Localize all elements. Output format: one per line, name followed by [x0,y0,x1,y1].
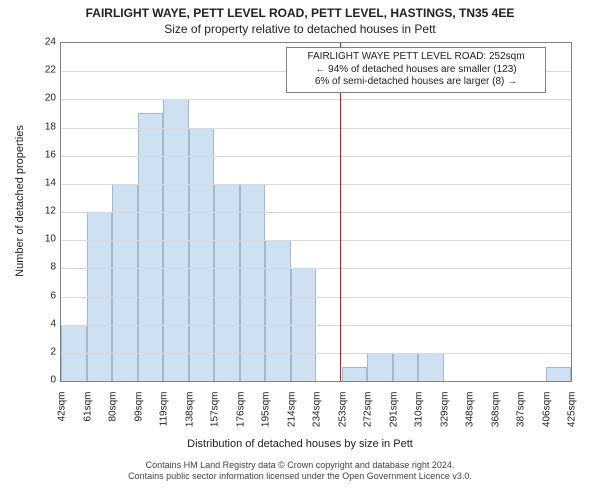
x-tick-label: 99sqm [133,392,144,444]
histogram-bar [265,240,291,381]
x-tick-label: 310sqm [414,392,425,444]
y-tick-label: 18 [28,121,56,132]
x-tick-label: 214sqm [286,392,297,444]
x-axis-label: Distribution of detached houses by size … [0,438,600,450]
y-tick-label: 22 [28,65,56,76]
annotation-line3: 6% of semi-detached houses are larger (8… [292,76,540,89]
x-tick-label: 195sqm [261,392,272,444]
gridline [61,268,571,269]
footer-line1: Contains HM Land Registry data © Crown c… [0,460,600,471]
x-tick-label: 406sqm [541,392,552,444]
histogram-bar [214,184,240,381]
plot-area: FAIRLIGHT WAYE PETT LEVEL ROAD: 252sqm ←… [60,42,572,382]
y-tick-label: 10 [28,234,56,245]
annotation-line1: FAIRLIGHT WAYE PETT LEVEL ROAD: 252sqm [292,51,540,64]
x-tick-label: 42sqm [57,392,68,444]
gridline [61,128,571,129]
x-tick-label: 348sqm [465,392,476,444]
y-tick-label: 14 [28,177,56,188]
chart-subtitle: Size of property relative to detached ho… [0,22,600,36]
gridline [61,212,571,213]
y-tick-label: 6 [28,290,56,301]
y-tick-label: 0 [28,375,56,386]
histogram-bar [546,367,572,381]
gridline [61,353,571,354]
y-tick-label: 20 [28,93,56,104]
x-tick-label: 291sqm [388,392,399,444]
histogram-bar [240,184,266,381]
histogram-bar [138,113,164,381]
x-tick-label: 234sqm [312,392,323,444]
footer-line2: Contains public sector information licen… [0,471,600,482]
y-tick-label: 8 [28,262,56,273]
annotation-box: FAIRLIGHT WAYE PETT LEVEL ROAD: 252sqm ←… [286,47,546,93]
histogram-bar [189,128,215,382]
gridline [61,240,571,241]
x-tick-label: 387sqm [516,392,527,444]
x-tick-label: 272sqm [363,392,374,444]
y-tick-label: 16 [28,149,56,160]
property-marker-line [340,43,341,381]
gridline [61,99,571,100]
x-tick-label: 329sqm [439,392,450,444]
x-tick-label: 176sqm [235,392,246,444]
x-tick-label: 157sqm [210,392,221,444]
histogram-bar [342,367,368,381]
gridline [61,297,571,298]
footer-attribution: Contains HM Land Registry data © Crown c… [0,460,600,483]
gridline [61,184,571,185]
x-tick-label: 61sqm [82,392,93,444]
y-tick-label: 4 [28,318,56,329]
y-axis-label: Number of detached properties [14,101,26,301]
annotation-line2: ← 94% of detached houses are smaller (12… [292,64,540,77]
x-tick-label: 425sqm [567,392,578,444]
chart-title: FAIRLIGHT WAYE, PETT LEVEL ROAD, PETT LE… [0,6,600,20]
y-tick-label: 2 [28,346,56,357]
gridline [61,156,571,157]
x-tick-label: 80sqm [108,392,119,444]
x-tick-label: 119sqm [159,392,170,444]
histogram-bar [393,353,419,381]
histogram-bar [112,184,138,381]
x-tick-label: 253sqm [337,392,348,444]
x-tick-label: 138sqm [184,392,195,444]
histogram-bar [367,353,393,381]
histogram-bar [418,353,444,381]
y-tick-label: 24 [28,37,56,48]
x-tick-label: 368sqm [490,392,501,444]
gridline [61,325,571,326]
y-tick-label: 12 [28,206,56,217]
